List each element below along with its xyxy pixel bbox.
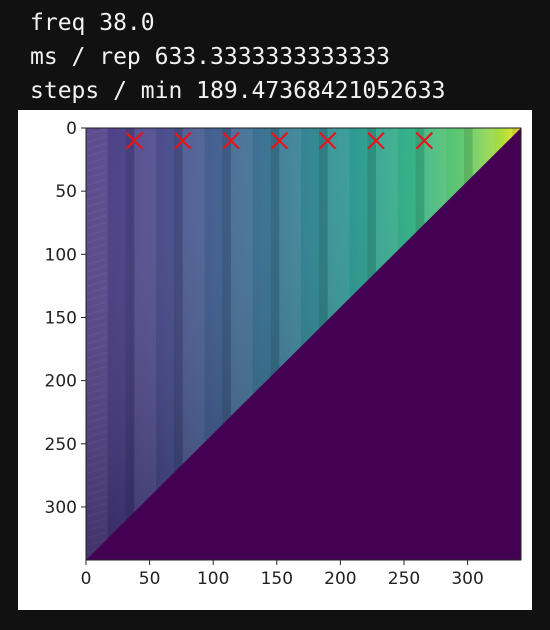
y-tick-label: 250 <box>45 435 77 455</box>
marker-x-5 <box>318 131 337 150</box>
freq-readout: freq 38.0 <box>30 10 155 36</box>
steps-per-min-readout: steps / min 189.47368421052633 <box>30 78 446 104</box>
marker-x-6 <box>367 131 385 150</box>
ms-per-rep-readout: ms / rep 633.3333333333333 <box>30 44 391 70</box>
x-tick-label: 250 <box>388 569 420 589</box>
heatmap-chart: 0 50 100 150 200 250 300 0 50 100 150 200 250 300 <box>45 119 522 589</box>
y-tick-label: 100 <box>45 245 77 265</box>
marker-x-1 <box>125 131 144 150</box>
y-tick-label: 50 <box>55 182 77 202</box>
y-tick-label: 300 <box>45 498 77 518</box>
x-tick-label: 300 <box>451 569 483 589</box>
marker-x-3 <box>222 131 240 150</box>
heatmap-streak <box>86 128 107 129</box>
marker-x-7 <box>415 131 434 150</box>
marker-x-4 <box>270 131 289 150</box>
x-tick-label: 50 <box>139 569 161 589</box>
x-tick-label: 0 <box>81 569 92 589</box>
y-tick-label: 200 <box>45 372 77 392</box>
plot-area <box>86 128 521 560</box>
chart-figure: 0 50 100 150 200 250 300 0 50 100 150 200 250 300 <box>18 110 532 610</box>
axes: 0 50 100 150 200 250 300 0 50 100 150 200 250 300 <box>45 119 522 589</box>
marker-x-2 <box>173 131 192 150</box>
x-tick-label: 150 <box>261 569 293 589</box>
console-output: freq 38.0 ms / rep 633.3333333333333 ste… <box>30 6 445 108</box>
x-tick-label: 100 <box>197 569 229 589</box>
x-tick-label: 200 <box>324 569 356 589</box>
marker-layer <box>125 131 434 150</box>
y-tick-label: 150 <box>45 308 77 328</box>
y-tick-label: 0 <box>66 119 77 139</box>
plot-frame <box>85 127 522 561</box>
